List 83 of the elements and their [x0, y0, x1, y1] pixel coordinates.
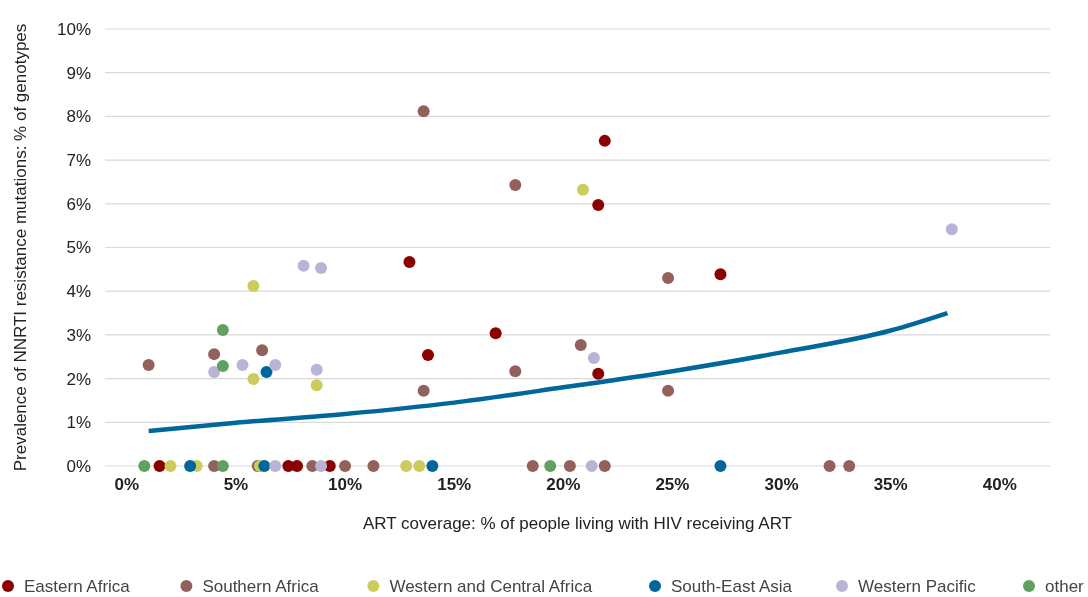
point [315, 460, 328, 472]
y-tick-label: 2% [66, 369, 91, 389]
point [208, 348, 221, 361]
point [310, 379, 323, 392]
point [367, 460, 380, 472]
x-tick-label: 35% [873, 475, 908, 494]
y-tick-label: 7% [66, 151, 91, 171]
point [142, 359, 155, 372]
point [260, 366, 273, 379]
point [544, 460, 557, 472]
x-tick-label: 10% [328, 475, 363, 494]
y-tick-label: 6% [66, 194, 91, 214]
legend-label: Eastern Africa [24, 576, 131, 596]
x-tick-label: 25% [655, 475, 690, 494]
y-axis-title: Prevalence of NNRTI resistance mutations: % of genotypes [11, 23, 30, 472]
y-tick-label: 10% [56, 19, 91, 39]
point [236, 359, 249, 372]
line-series [146, 310, 950, 434]
point [208, 366, 221, 379]
point [216, 460, 229, 472]
y-tick-label: 9% [66, 63, 91, 83]
point [413, 460, 426, 472]
y-tick-label: 8% [66, 107, 91, 127]
point [138, 460, 151, 472]
point [297, 259, 310, 272]
point [945, 223, 958, 236]
point [526, 460, 539, 472]
y-tick-label: 5% [66, 238, 91, 258]
point [184, 460, 197, 472]
point [247, 373, 260, 386]
point [164, 460, 177, 472]
y-tick-label: 1% [66, 413, 91, 433]
point [662, 272, 675, 285]
point [598, 134, 611, 147]
point [400, 460, 413, 472]
point [417, 105, 430, 118]
x-tick-label: 0% [114, 475, 140, 494]
point [714, 460, 727, 472]
point [269, 460, 282, 472]
point [216, 359, 229, 372]
point [291, 460, 304, 472]
point [216, 324, 229, 337]
legend-label: Western Pacific [858, 576, 977, 596]
x-tick-label: 20% [546, 475, 581, 494]
y-tick-label: 4% [66, 282, 91, 302]
point [315, 262, 328, 275]
point [269, 359, 282, 372]
legend-label: Southern Africa [202, 576, 320, 596]
point [256, 344, 269, 357]
point [153, 460, 166, 472]
point [339, 460, 352, 472]
point [509, 365, 522, 378]
point [489, 327, 502, 340]
legend-label: South-East Asia [671, 576, 793, 596]
point [587, 352, 600, 365]
x-tick-label: 40% [982, 475, 1017, 494]
point [592, 367, 605, 380]
point [585, 460, 598, 472]
point [823, 460, 836, 472]
point [258, 460, 271, 472]
point [247, 279, 260, 292]
point [843, 460, 856, 472]
point [310, 363, 323, 376]
legend-label: other [1045, 576, 1085, 596]
point [592, 199, 605, 212]
point [598, 460, 611, 472]
point [714, 268, 727, 281]
x-tick-label: 5% [223, 475, 249, 494]
point [662, 384, 675, 397]
y-tick-label: 3% [66, 325, 91, 345]
point [574, 338, 587, 351]
point [563, 460, 576, 472]
x-axis-title: ART coverage: % of people living with HIV receiving ART [363, 514, 792, 533]
point [426, 460, 439, 472]
point [403, 255, 416, 268]
legend-label: Western and Central Africa [389, 576, 593, 596]
x-tick-label: 15% [437, 475, 472, 494]
point [422, 349, 434, 361]
point [509, 179, 522, 192]
point [576, 183, 589, 196]
y-tick-label: 0% [66, 456, 91, 476]
x-tick-label: 30% [764, 475, 799, 494]
point [417, 384, 430, 397]
